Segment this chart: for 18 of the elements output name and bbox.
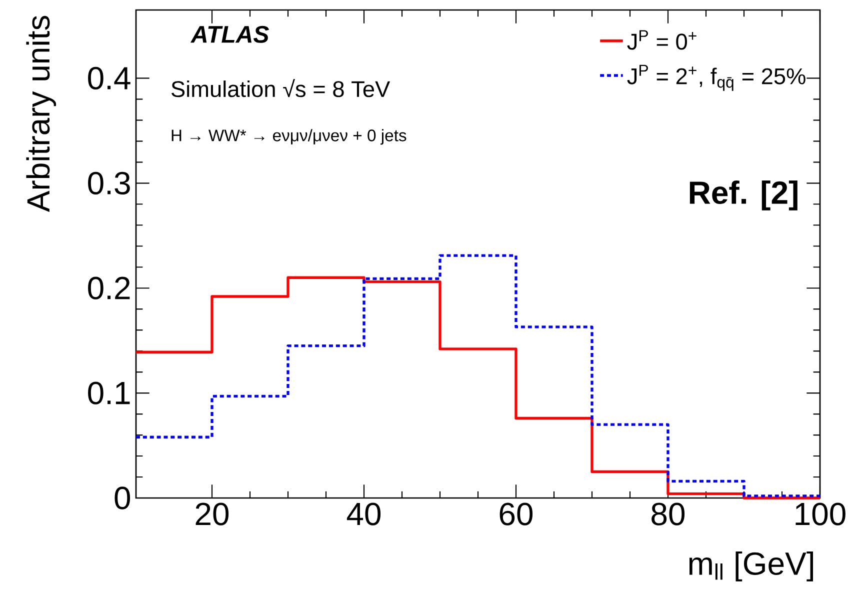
annotation: ATLAS bbox=[190, 26, 269, 43]
legend-label: J$^{P}$ = 0$^{+}$ bbox=[627, 30, 696, 50]
legend-label: J$^{P}$ = 2$^{+}$, f$_{qq̄}$ = 25% bbox=[627, 64, 806, 91]
annotation: H → WW* → eνμν/μνeν + 0 jets bbox=[172, 129, 406, 145]
y-tick-label: 0 bbox=[114, 486, 130, 510]
x-tick-label: 100 bbox=[796, 502, 846, 526]
annotation: Simulation √s = 8 TeV bbox=[171, 79, 390, 98]
y-tick-label: 0.2 bbox=[88, 276, 130, 300]
x-tick-label: 60 bbox=[500, 502, 533, 526]
x-tick-label: 80 bbox=[652, 502, 685, 526]
x-axis-title: m$_{ll}$ [GeV] bbox=[689, 552, 814, 582]
y-tick-label: 0.4 bbox=[88, 66, 130, 90]
x-tick-label: 20 bbox=[196, 502, 229, 526]
y-tick-label: 0.3 bbox=[88, 172, 130, 194]
x-tick-label: 40 bbox=[346, 502, 381, 526]
y-tick-label: 0.1 bbox=[88, 382, 130, 404]
y-axis-title: Arbitrary units bbox=[26, 16, 56, 212]
annotation: Ref. [2] bbox=[690, 180, 798, 210]
